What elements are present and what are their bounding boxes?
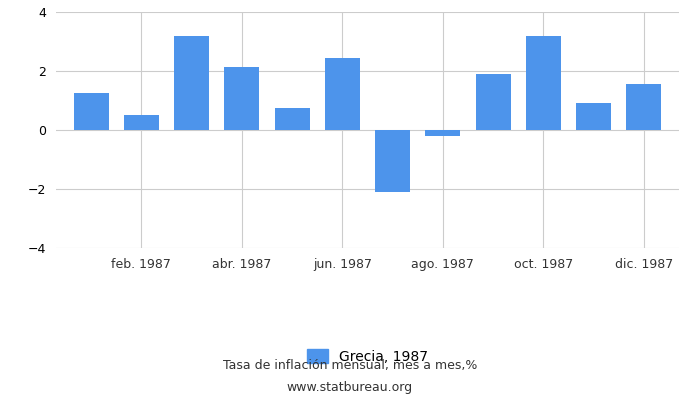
Bar xyxy=(426,130,461,136)
Bar xyxy=(224,66,260,130)
Bar xyxy=(274,108,309,130)
Bar xyxy=(325,58,360,130)
Bar xyxy=(576,104,611,130)
Bar xyxy=(74,93,108,130)
Bar xyxy=(526,36,561,130)
Bar xyxy=(124,115,159,130)
Text: Tasa de inflación mensual, mes a mes,%: Tasa de inflación mensual, mes a mes,% xyxy=(223,360,477,372)
Bar xyxy=(475,74,511,130)
Text: www.statbureau.org: www.statbureau.org xyxy=(287,382,413,394)
Bar xyxy=(375,130,410,192)
Bar xyxy=(174,36,209,130)
Bar xyxy=(626,84,662,130)
Legend: Grecia, 1987: Grecia, 1987 xyxy=(307,349,428,364)
